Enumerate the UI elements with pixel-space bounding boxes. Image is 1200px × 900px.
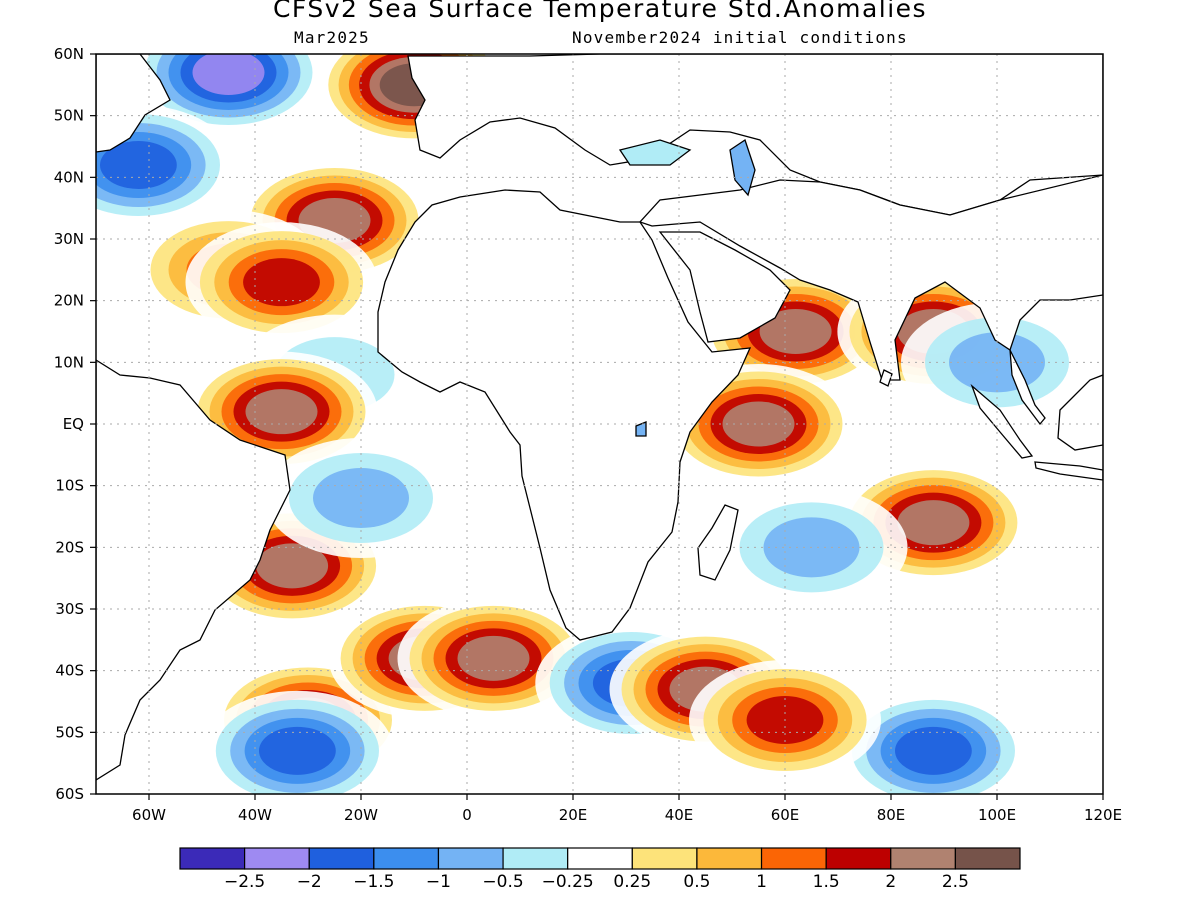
lon-tick-label: 100E bbox=[978, 806, 1016, 824]
lon-tick-label: 120E bbox=[1084, 806, 1122, 824]
lon-tick-label: 20E bbox=[559, 806, 588, 824]
colorbar-swatch bbox=[502, 847, 569, 870]
lat-tick-label: 30S bbox=[55, 600, 84, 618]
colorbar-swatch bbox=[825, 847, 892, 870]
anomaly-feature bbox=[185, 222, 378, 343]
lat-tick-label: 50N bbox=[54, 107, 84, 125]
colorbar-label: 2.5 bbox=[942, 872, 969, 892]
lat-tick-label: 60N bbox=[54, 45, 84, 63]
asia-land bbox=[638, 174, 1103, 381]
sri-lanka-land bbox=[879, 369, 893, 387]
colorbar-label: −2.5 bbox=[224, 872, 265, 892]
colorbar: −2.5 −2 −1.5 −1 −0.5 −0.25 0.25 0.5 1 1.5 2 2.5 bbox=[179, 847, 1021, 892]
caspian-sea bbox=[729, 138, 756, 197]
africa-land bbox=[377, 189, 752, 641]
anomaly-contour bbox=[245, 389, 318, 435]
lat-tick-label: 20N bbox=[54, 292, 84, 310]
lat-tick-label: 40S bbox=[55, 662, 84, 680]
colorbar-swatch bbox=[567, 847, 633, 870]
colorbar-label: 0.5 bbox=[683, 872, 710, 892]
colorbar-label: 1 bbox=[756, 872, 767, 892]
anomaly-contour bbox=[259, 726, 336, 775]
borneo-land bbox=[1057, 374, 1103, 451]
lat-tick-label: 10N bbox=[54, 353, 84, 371]
initial-conditions-label: November2024 initial conditions bbox=[572, 28, 908, 47]
anomaly-feature bbox=[96, 105, 235, 225]
anomaly-contour bbox=[243, 258, 320, 307]
lon-tick-label: 20W bbox=[344, 806, 378, 824]
colorbar-swatch bbox=[308, 847, 375, 870]
colorbar-swatch bbox=[954, 847, 1021, 870]
anomaly-contour bbox=[192, 54, 265, 95]
anomaly-contour bbox=[759, 309, 832, 354]
lake-victoria bbox=[635, 421, 647, 437]
colorbar-swatch bbox=[696, 847, 763, 870]
map-title: CFSv2 Sea Surface Temperature Std.Anomal… bbox=[272, 0, 928, 23]
anomaly-contour bbox=[313, 468, 409, 528]
anomaly-contour bbox=[99, 141, 177, 189]
madagascar-land bbox=[697, 504, 739, 581]
colorbar-label: −1 bbox=[426, 872, 451, 892]
malay-peninsula-land bbox=[1009, 349, 1046, 426]
anomaly-contour bbox=[256, 543, 329, 589]
lon-tick-label: 0 bbox=[462, 806, 472, 824]
lon-tick-label: 60E bbox=[771, 806, 800, 824]
lat-tick-label: EQ bbox=[63, 415, 84, 433]
anomaly-feature bbox=[837, 690, 1030, 794]
north-america-land bbox=[96, 54, 171, 153]
lat-tick-label: 60S bbox=[55, 785, 84, 803]
colorbar-label: −2 bbox=[297, 872, 322, 892]
colorbar-label: −0.5 bbox=[482, 872, 523, 892]
lon-tick-label: 40E bbox=[665, 806, 694, 824]
south-america-land bbox=[96, 359, 291, 781]
colorbar-swatch bbox=[760, 847, 827, 870]
colorbar-label: −1.5 bbox=[353, 872, 394, 892]
lon-tick-label: 60W bbox=[132, 806, 166, 824]
anomaly-contour bbox=[457, 635, 530, 681]
lon-tick-label: 80E bbox=[877, 806, 906, 824]
lon-tick-label: 40W bbox=[238, 806, 272, 824]
anomaly-feature bbox=[201, 690, 394, 794]
anomaly-feature bbox=[185, 351, 378, 472]
arabian-peninsula-land bbox=[658, 231, 791, 343]
colorbar-swatch bbox=[437, 847, 504, 870]
java-land bbox=[1034, 461, 1103, 481]
lat-tick-label: 50S bbox=[55, 723, 84, 741]
lat-tick-label: 20S bbox=[55, 538, 84, 556]
anomaly-contour bbox=[897, 500, 970, 546]
colorbar-swatch bbox=[631, 847, 698, 870]
land-layer bbox=[96, 54, 1103, 781]
lat-tick-label: 40N bbox=[54, 168, 84, 186]
sumatra-land bbox=[970, 383, 1034, 459]
colorbar-swatch bbox=[179, 847, 246, 870]
graticule bbox=[96, 54, 1103, 794]
valid-month-label: Mar2025 bbox=[294, 28, 370, 47]
colorbar-label: 2 bbox=[885, 872, 896, 892]
colorbar-label: −0.25 bbox=[542, 872, 594, 892]
colorbar-label: 0.25 bbox=[613, 872, 651, 892]
lat-tick-label: 30N bbox=[54, 230, 84, 248]
anomaly-feature bbox=[265, 438, 457, 558]
black-sea bbox=[618, 139, 692, 166]
europe-land bbox=[407, 54, 1103, 216]
anomaly-contour bbox=[895, 726, 972, 775]
colorbar-label: 1.5 bbox=[813, 872, 840, 892]
anomaly-contour bbox=[722, 401, 795, 447]
lat-tick-label: 10S bbox=[55, 477, 84, 495]
colorbar-swatch bbox=[890, 847, 956, 870]
colorbar-swatch bbox=[244, 847, 310, 870]
map-axes: 60N 50N 40N 30N 20N 10N EQ 10S 20S 30S 40S 50S 60S 60… bbox=[54, 45, 1122, 824]
colorbar-swatch bbox=[373, 847, 440, 870]
